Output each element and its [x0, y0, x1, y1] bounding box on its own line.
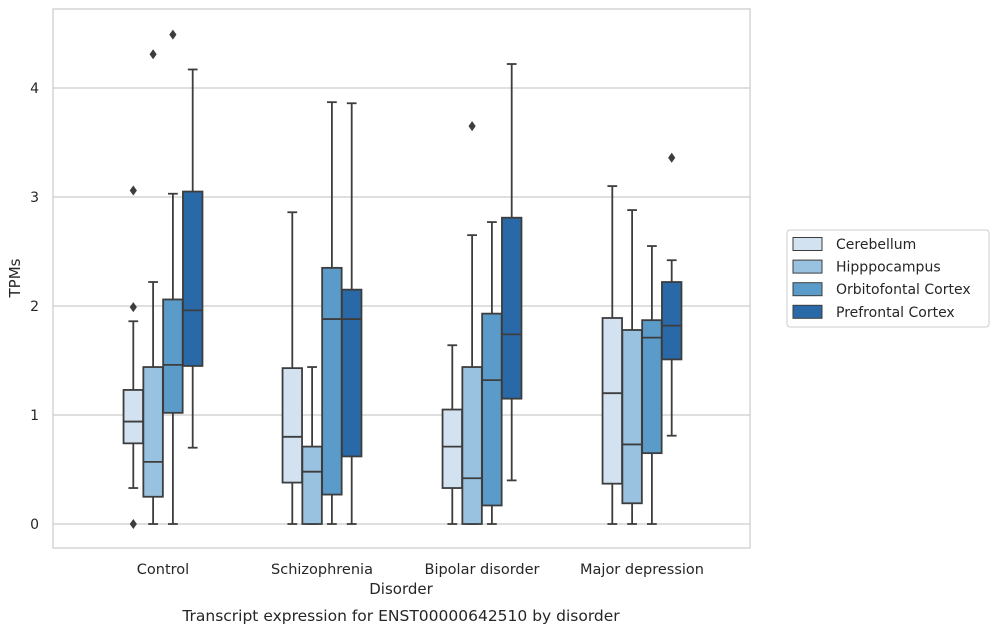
- outlier-point: [468, 121, 476, 132]
- box-body: [301, 445, 323, 525]
- box-prefrontal-cortex-2: [501, 63, 523, 482]
- box-body: [481, 312, 503, 507]
- y-tick-labels: 0 1 2 3 4: [30, 81, 39, 533]
- outlier-point: [668, 152, 676, 163]
- box-body: [142, 366, 164, 498]
- box-body: [122, 389, 144, 445]
- legend-label: Orbitofontal Cortex: [836, 282, 971, 298]
- box-body: [321, 266, 343, 496]
- x-tick-labels: Control Schizophrenia Bipolar disorder Majo…: [137, 562, 704, 578]
- y-tick-label: 0: [30, 517, 39, 533]
- box-body: [601, 317, 623, 485]
- box-orbitofontal-cortex-1: [321, 101, 343, 525]
- box-body: [182, 190, 204, 367]
- box-orbitofontal-cortex-0: [162, 29, 184, 525]
- box-body: [162, 298, 184, 414]
- box-cerebellum-0: [122, 185, 144, 529]
- box-body: [281, 367, 303, 484]
- y-tick-label: 2: [30, 299, 39, 315]
- legend-swatch: [792, 282, 823, 297]
- x-tick-label: Control: [137, 562, 189, 578]
- outlier-point: [169, 29, 177, 40]
- box-groups: [122, 29, 683, 529]
- box-body: [441, 408, 463, 489]
- y-axis-label: TPMs: [6, 258, 24, 298]
- legend-swatch: [792, 237, 823, 251]
- outlier-point: [149, 49, 157, 60]
- y-tick-label: 1: [30, 408, 39, 424]
- legend-swatch: [792, 304, 823, 319]
- box-body: [621, 329, 643, 505]
- x-axis-label: Disorder: [369, 580, 433, 598]
- box-prefrontal-cortex-3: [661, 152, 683, 437]
- box-orbitofontal-cortex-2: [481, 221, 503, 525]
- legend-swatch: [792, 259, 823, 274]
- chart-caption: Transcript expression for ENST0000064251…: [181, 607, 620, 625]
- outlier-point: [129, 185, 137, 196]
- legend-frame: [786, 229, 990, 328]
- box-body: [461, 366, 483, 525]
- box-prefrontal-cortex-1: [341, 102, 363, 525]
- legend-label: Prefrontal Cortex: [836, 305, 955, 321]
- outlier-point: [129, 302, 137, 313]
- box-body: [341, 288, 363, 458]
- legend-label: Hipppocampus: [836, 260, 941, 276]
- box-prefrontal-cortex-0: [182, 68, 204, 449]
- x-tick-label: Schizophrenia: [271, 562, 373, 578]
- x-tick-label: Major depression: [580, 562, 704, 578]
- box-body: [641, 319, 663, 455]
- box-hipppocampus-0: [142, 49, 164, 525]
- x-tick-label: Bipolar disorder: [425, 562, 540, 578]
- box-orbitofontal-cortex-3: [641, 245, 663, 525]
- y-tick-label: 3: [30, 190, 39, 206]
- box-cerebellum-1: [281, 211, 303, 525]
- box-body: [501, 216, 523, 400]
- y-tick-label: 4: [30, 81, 39, 97]
- box-body: [661, 281, 683, 361]
- legend: Cerebellum Hipppocampus Orbitofontal Corte…: [786, 229, 990, 328]
- legend-label: Cerebellum: [836, 237, 916, 253]
- plot-area-frame: [52, 8, 751, 549]
- outlier-point: [129, 519, 137, 529]
